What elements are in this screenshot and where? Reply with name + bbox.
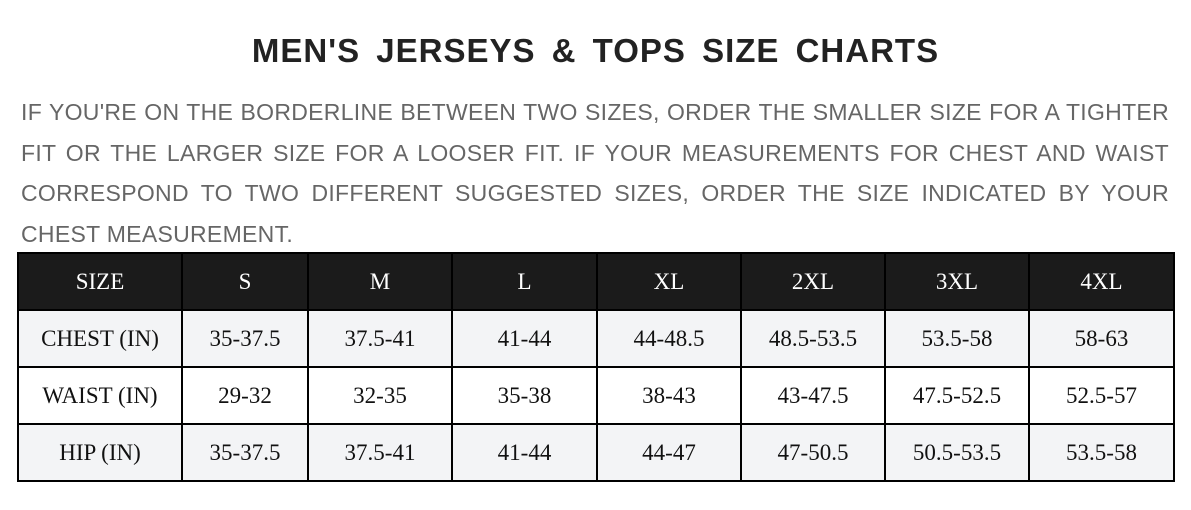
table-cell: 35-37.5 xyxy=(181,423,309,482)
column-header: S xyxy=(181,252,309,311)
table-cell: 41-44 xyxy=(451,423,598,482)
table-cell: 47-50.5 xyxy=(740,423,886,482)
table-cell: 35-38 xyxy=(451,366,598,425)
table-cell: 50.5-53.5 xyxy=(884,423,1030,482)
table-row: WAIST (IN) 29-32 32-35 35-38 38-43 43-47.5 47.… xyxy=(17,366,1175,425)
table-cell: 32-35 xyxy=(307,366,453,425)
page-title: MEN'S JERSEYS & TOPS SIZE CHARTS xyxy=(251,32,940,69)
size-advice-note: IF YOU'RE ON THE BORDERLINE BETWEEN TWO … xyxy=(21,99,1169,247)
column-header: 3XL xyxy=(884,252,1030,311)
column-header: XL xyxy=(596,252,742,311)
table-cell: 58-63 xyxy=(1028,309,1175,368)
row-label: HIP (IN) xyxy=(17,423,183,482)
table-cell: 37.5-41 xyxy=(307,309,453,368)
table-row: CHEST (IN) 35-37.5 37.5-41 41-44 44-48.5 48.5… xyxy=(17,309,1175,368)
table-cell: 38-43 xyxy=(596,366,742,425)
column-header: 4XL xyxy=(1028,252,1175,311)
table-cell: 52.5-57 xyxy=(1028,366,1175,425)
table-cell: 43-47.5 xyxy=(740,366,886,425)
table-cell: 35-37.5 xyxy=(181,309,309,368)
table-cell: 47.5-52.5 xyxy=(884,366,1030,425)
size-chart-table: SIZE S M L XL 2XL 3XL 4XL CHEST (IN) 35-37.5 37.5… xyxy=(17,252,1175,482)
row-label: CHEST (IN) xyxy=(17,309,183,368)
column-header: SIZE xyxy=(17,252,183,311)
column-header: 2XL xyxy=(740,252,886,311)
table-cell: 37.5-41 xyxy=(307,423,453,482)
table-cell: 44-47 xyxy=(596,423,742,482)
header-row: SIZE S M L XL 2XL 3XL 4XL xyxy=(17,252,1175,311)
table-row: HIP (IN) 35-37.5 37.5-41 41-44 44-47 47-50.5 5… xyxy=(17,423,1175,482)
column-header: M xyxy=(307,252,453,311)
table-cell: 53.5-58 xyxy=(884,309,1030,368)
table-cell: 48.5-53.5 xyxy=(740,309,886,368)
table-cell: 44-48.5 xyxy=(596,309,742,368)
row-label: WAIST (IN) xyxy=(17,366,183,425)
column-header: L xyxy=(451,252,598,311)
table-cell: 41-44 xyxy=(451,309,598,368)
table-cell: 29-32 xyxy=(181,366,309,425)
table-cell: 53.5-58 xyxy=(1028,423,1175,482)
